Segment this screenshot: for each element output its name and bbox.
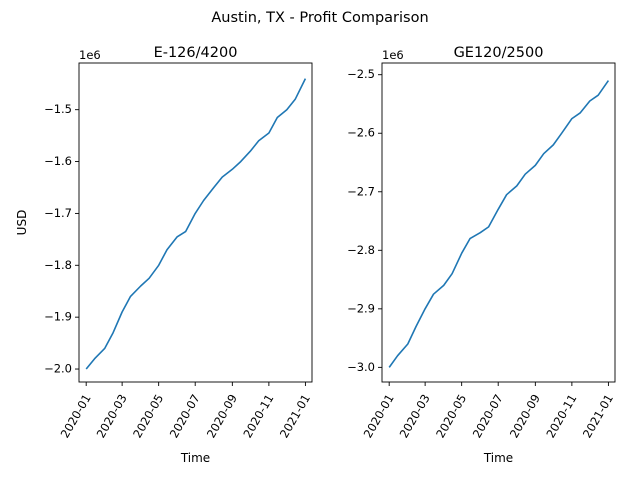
y-tick-label: −2.9 [347, 301, 375, 315]
x-tick-label: 2020-03 [397, 392, 433, 441]
chart-panel-e126: 2020-01 2020-03 2020-05 2020-07 2020-09 2020-… [15, 45, 313, 465]
x-tick-label: 2020-11 [240, 392, 276, 441]
plot-frame [78, 62, 313, 383]
y-tick-label: −2.0 [44, 362, 72, 376]
y-tick-label: −2.6 [347, 126, 375, 140]
y-offset-label: 1e6 [79, 48, 101, 62]
y-tick-label: −1.8 [44, 258, 72, 272]
x-tick-label: 2020-05 [130, 392, 166, 441]
y-tick-label: −2.8 [347, 243, 375, 257]
y-tick-label: −2.5 [347, 67, 375, 81]
series-line [85, 78, 307, 370]
chart-panel-ge120: 2020-01 2020-03 2020-05 2020-07 2020-09 2020-… [347, 45, 616, 465]
x-axis-label: Time [180, 451, 210, 465]
y-axis-label: USD [15, 210, 29, 236]
x-tick-label: 2020-07 [167, 392, 203, 441]
panel-title: GE120/2500 [454, 45, 544, 61]
x-axis-label: Time [483, 451, 513, 465]
x-tick-label: 2020-11 [543, 392, 579, 441]
x-tick-label: 2020-01 [58, 392, 94, 441]
x-tick-label: 2021-01 [277, 392, 313, 441]
x-tick-label: 2020-09 [507, 392, 543, 441]
y-tick-label: −1.9 [44, 310, 72, 324]
plot-frame [381, 62, 616, 383]
y-tick-label: −1.7 [44, 206, 72, 220]
y-tick-label: −2.7 [347, 184, 375, 198]
figure-suptitle: Austin, TX - Profit Comparison [211, 10, 428, 26]
x-tick-label: 2020-01 [361, 392, 397, 441]
x-tick-label: 2021-01 [580, 392, 616, 441]
y-tick-label: −1.5 [44, 102, 72, 116]
x-tick-label: 2020-09 [204, 392, 240, 441]
y-tick-label: −3.0 [347, 360, 375, 374]
x-tick-label: 2020-05 [433, 392, 469, 441]
x-tick-label: 2020-07 [470, 392, 506, 441]
y-tick-label: −1.6 [44, 154, 72, 168]
series-line [388, 80, 610, 368]
panel-title: E-126/4200 [154, 45, 238, 61]
x-tick-label: 2020-03 [94, 392, 130, 441]
y-offset-label: 1e6 [382, 48, 404, 62]
